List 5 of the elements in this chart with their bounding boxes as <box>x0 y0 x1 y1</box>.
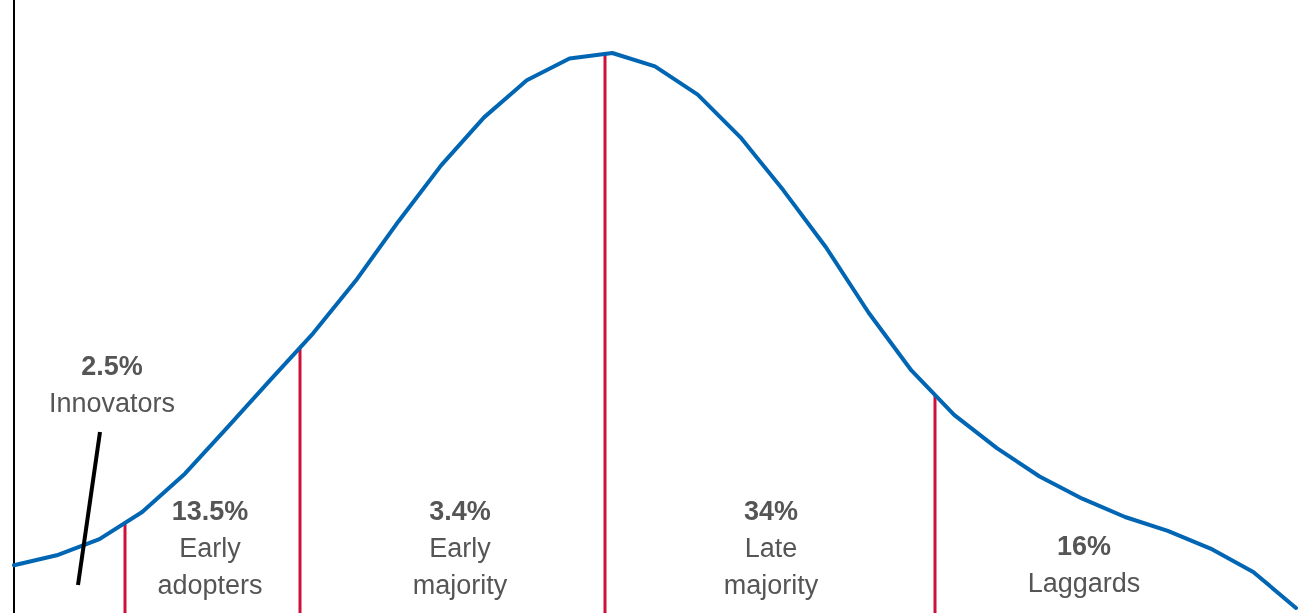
annotation: 34% Late majority <box>723 496 819 600</box>
annotation: 3.4% Early majority <box>412 496 508 600</box>
annotation: 13.5% Early adopters <box>157 496 263 600</box>
annotation: 2.5% Innovators <box>48 351 176 418</box>
annotation: 16% Laggards <box>1027 531 1141 598</box>
